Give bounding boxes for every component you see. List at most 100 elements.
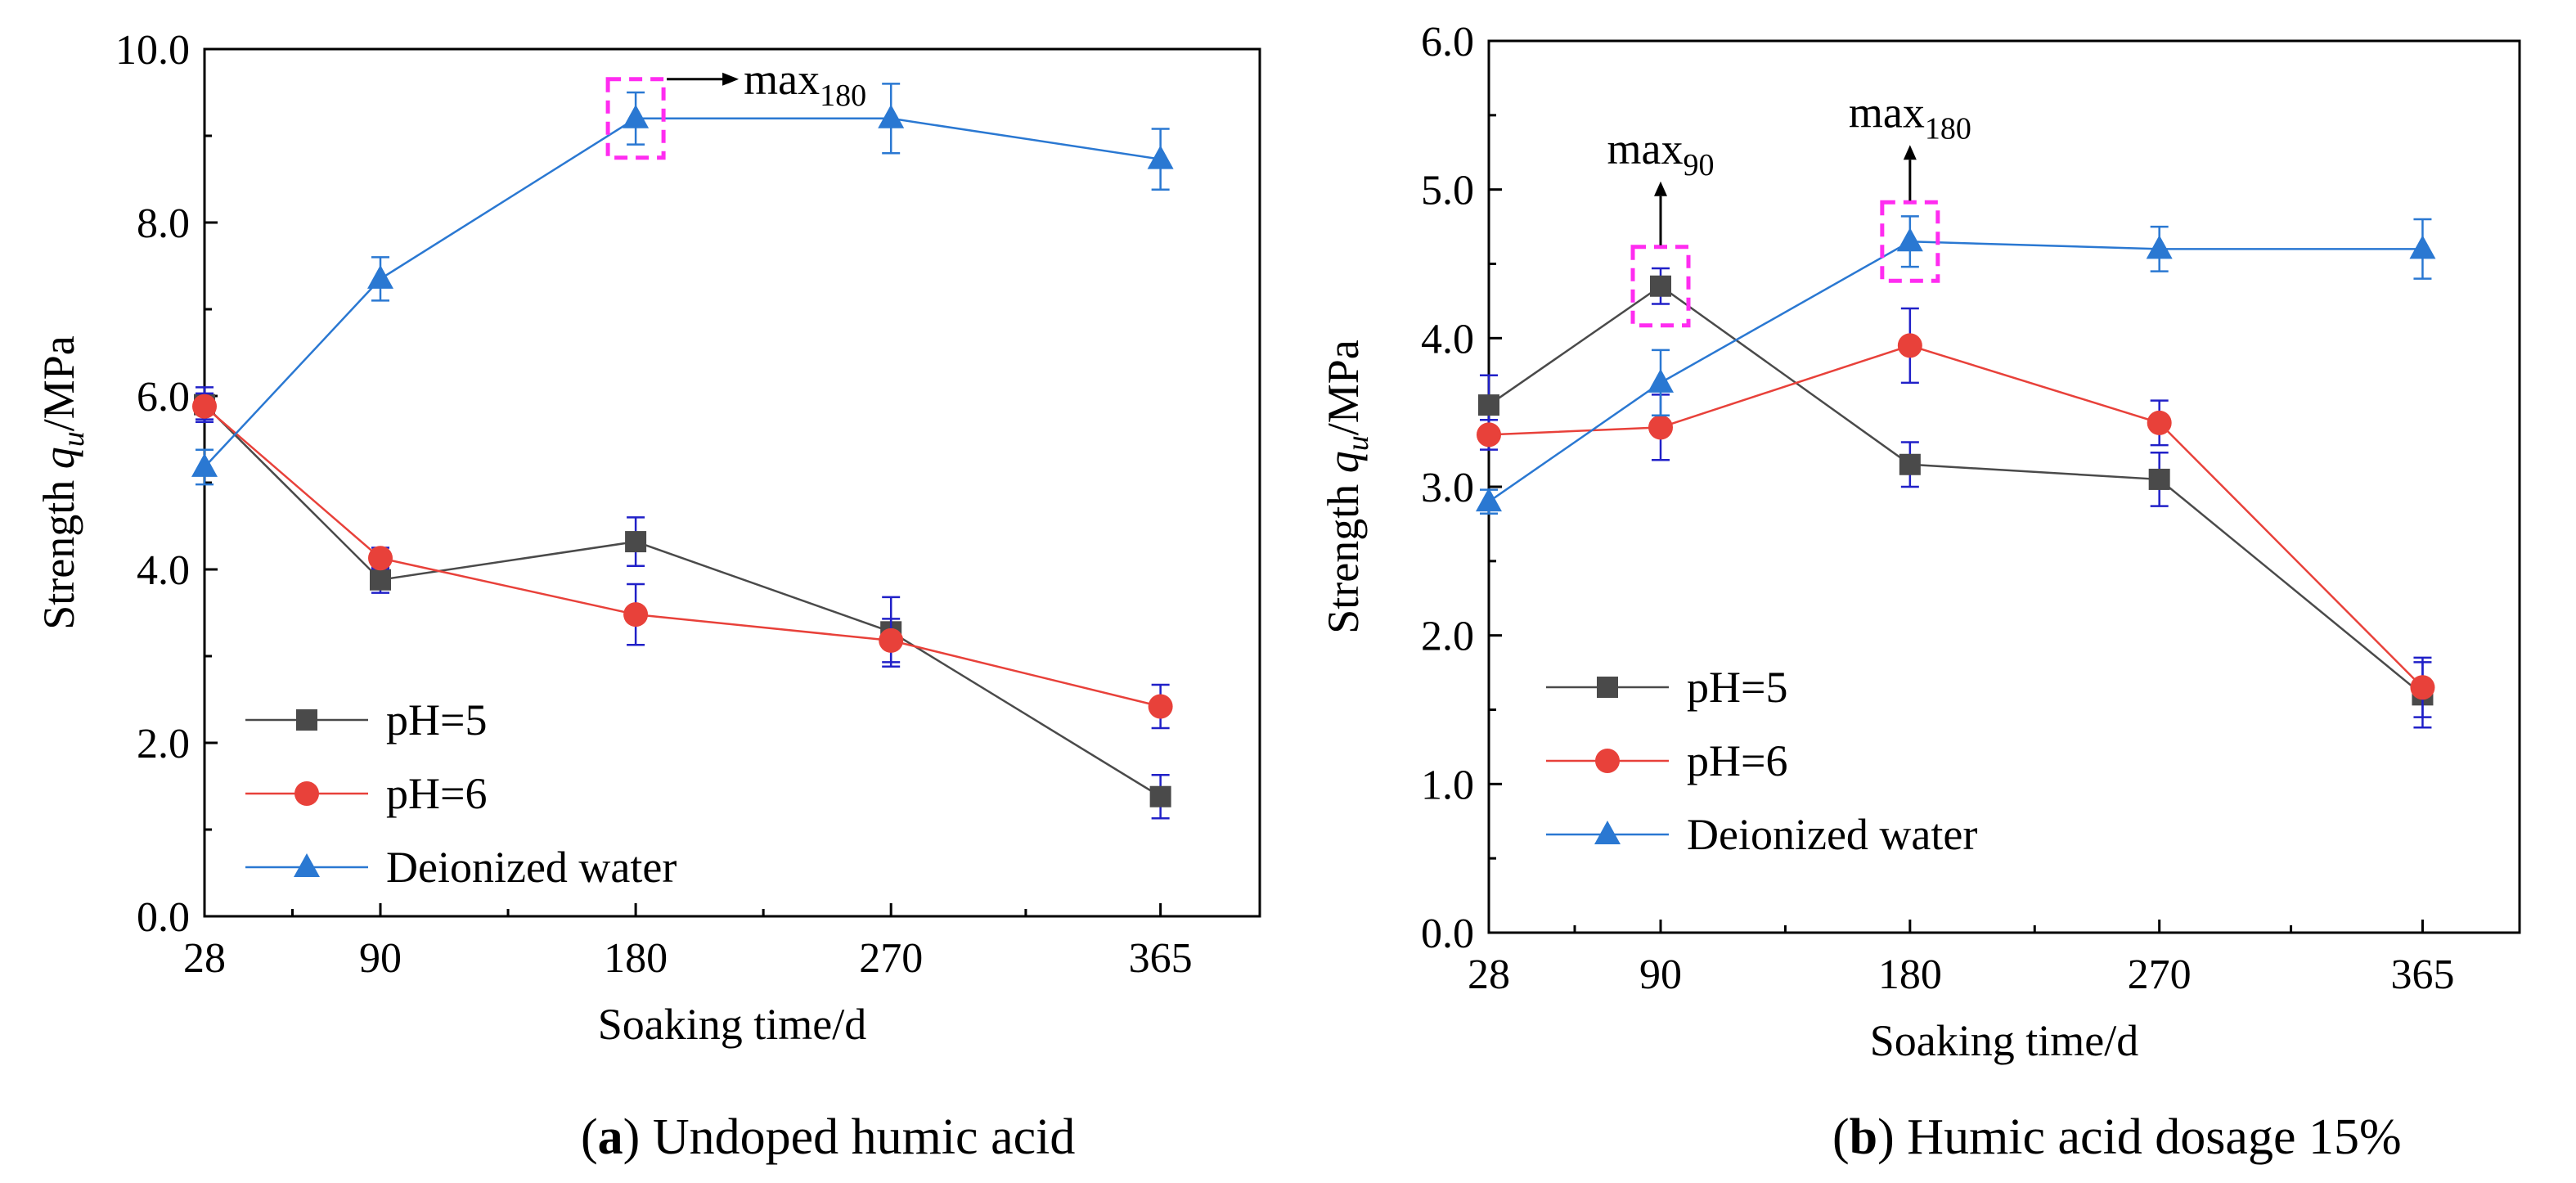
data-point-ph5 [1650,275,1671,297]
x-tick-label: 270 [859,935,923,982]
caption-open: ( [581,1109,598,1165]
plot-frame [203,47,1261,918]
x-tick-label: 90 [1639,951,1682,998]
highlight-box [605,77,666,160]
data-point-ph6 [1897,333,1922,358]
arrow-head [722,72,740,86]
data-point-water [1896,227,1923,252]
y-axis-label: Strength qu/MPa [34,335,91,630]
legend-marker-water [1594,821,1621,844]
data-point-water [191,452,218,477]
series-ph6 [192,392,1173,730]
chart-panel-b: 0.0 1.0 2.0 3.0 4.0 5.0 6.0 28 90 180 270 365 Soakin… [1319,19,2521,1165]
legend-marker-water [294,853,320,877]
data-point-ph6 [368,546,393,571]
y-label-var: q [1319,451,1368,473]
y-tick-label: 3.0 [1421,465,1474,511]
data-point-water [1147,145,1174,169]
y-tick-label: 4.0 [137,547,190,594]
data-point-water [623,104,650,128]
x-axis-label: Soaking time/d [1870,1016,2138,1065]
data-point-ph6 [192,394,217,419]
panel-caption: (a) Undoped humic acid [581,1109,1075,1165]
data-point-ph5 [625,531,647,553]
data-point-ph6 [623,602,649,627]
caption-close: ) [1877,1109,1895,1165]
series-water [1476,215,2436,515]
highlight-box [1880,200,1940,283]
series-ph5 [194,386,1171,820]
annotation-label: max90 [1607,124,1715,182]
caption-title: Humic acid dosage 15% [1895,1109,2402,1165]
y-tick-label: 0.0 [137,894,190,941]
legend-label-ph6: pH=6 [386,769,487,818]
x-axis-label: Soaking time/d [598,1000,866,1049]
legend-label-ph6: pH=6 [1687,736,1787,785]
annotation-sub: 90 [1683,148,1714,182]
series-water [191,83,1174,486]
chart-panel-a: 0.0 2.0 4.0 6.0 8.0 10.0 28 90 180 270 365 Soaking … [34,27,1261,1165]
caption-close: ) [623,1109,641,1165]
legend-marker-ph5 [1597,677,1618,698]
legend: pH=5 pH=6 Deionized water [245,695,677,892]
data-point-ph6 [2410,675,2435,700]
x-tick-label: 365 [1129,935,1193,982]
y-label-prefix: Strength [34,469,83,630]
data-point-water [2409,235,2436,259]
legend-marker-ph6 [1595,749,1620,773]
caption-open: ( [1832,1109,1850,1165]
series-ph6 [1477,307,2435,718]
y-tick-label: 4.0 [1421,316,1474,362]
legend-label-water: Deionized water [1687,810,1977,859]
series-line-ph6 [204,405,1161,708]
data-point-ph6 [1477,422,1501,448]
x-tick-label: 270 [2128,951,2192,998]
series-line-water [1488,240,2423,503]
annotation-max: max180 [605,55,866,160]
data-point-ph6 [2147,410,2172,435]
data-point-ph6 [1148,694,1173,719]
y-tick-label: 2.0 [1421,614,1474,660]
x-tick-label: 90 [359,935,402,982]
y-axis-label: Strength qu/MPa [1319,340,1375,634]
annotation-sub: 180 [820,79,866,113]
data-point-water [2146,235,2173,259]
data-point-water [878,104,905,128]
arrow-head [1654,181,1667,196]
data-point-ph6 [1648,415,1673,440]
y-tick-label: 2.0 [137,721,190,767]
legend-label-ph5: pH=5 [386,695,487,744]
x-tick-label: 28 [1468,951,1510,998]
annotation-label: max180 [1849,88,1971,146]
y-label-var: q [34,447,83,469]
x-tick-label: 180 [604,935,668,982]
arrow-head [1903,145,1917,160]
legend-marker-ph6 [294,781,319,806]
legend: pH=5 pH=6 Deionized water [1546,663,1977,859]
series-line-ph6 [1488,344,2424,689]
data-point-water [1648,368,1674,393]
series-line-water [204,117,1161,468]
y-tick-label: 1.0 [1421,762,1474,808]
x-tick-label: 28 [183,935,226,982]
legend-marker-ph5 [296,709,317,731]
data-point-water [1476,488,1502,512]
series-ph5 [1478,267,2434,729]
y-tick-label: 0.0 [1421,911,1474,957]
series-line-ph5 [1488,285,2424,696]
y-label-sub: u [1341,435,1375,451]
annotation-label: max180 [744,55,866,113]
caption-letter: b [1850,1109,1877,1165]
y-tick-label: 10.0 [115,27,190,74]
caption-title: Undoped humic acid [640,1109,1075,1165]
data-point-ph5 [1478,394,1499,416]
highlight-box [1630,245,1691,328]
y-label-prefix: Strength [1319,473,1368,634]
series-line-ph5 [204,403,1162,798]
caption-letter: a [598,1109,623,1165]
legend-label-ph5: pH=5 [1687,663,1787,712]
data-point-ph5 [1149,785,1171,807]
x-tick-label: 365 [2390,951,2454,998]
plot-frame [1487,39,2521,934]
